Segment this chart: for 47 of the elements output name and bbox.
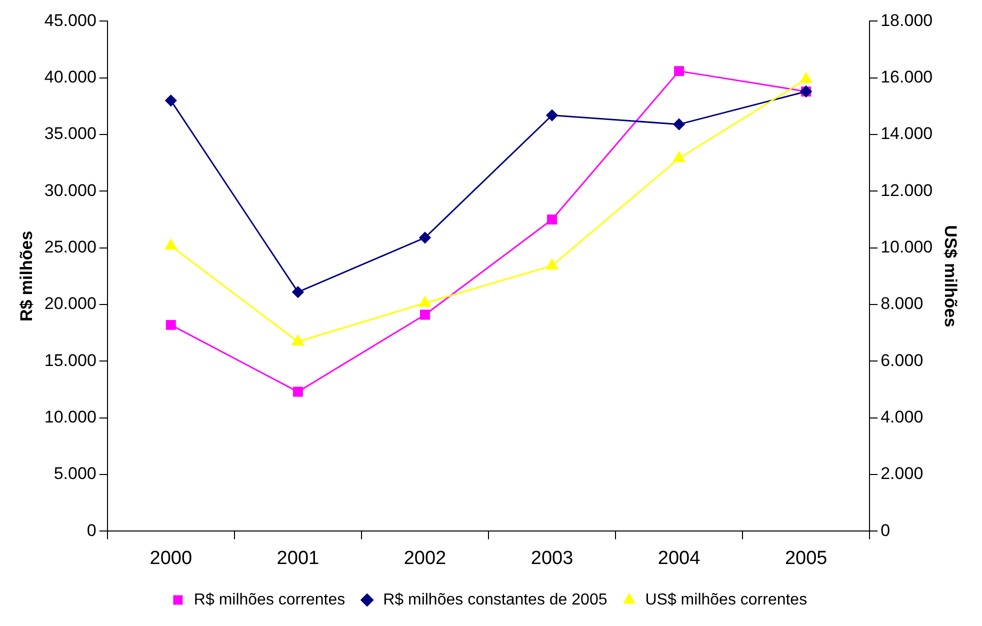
x-tick-label: 2002 bbox=[404, 548, 446, 569]
point bbox=[673, 118, 685, 130]
point bbox=[292, 386, 303, 397]
y2-tick-label: 12.000 bbox=[880, 180, 933, 200]
y-tick-label: 35.000 bbox=[44, 124, 96, 144]
y-tick-label: 45.000 bbox=[44, 10, 96, 30]
y-tick-label: 30.000 bbox=[44, 180, 96, 200]
point bbox=[165, 94, 177, 106]
point bbox=[546, 258, 558, 270]
legend-label: US$ milhões correntes bbox=[645, 591, 808, 608]
y-axis-title: R$ milhões bbox=[16, 230, 36, 322]
y2-axis-title: US$ milhões bbox=[941, 225, 960, 328]
legend-label: R$ milhões constantes de 2005 bbox=[383, 591, 608, 608]
point bbox=[547, 214, 558, 225]
point bbox=[419, 232, 431, 244]
y-tick-label: 25.000 bbox=[44, 238, 96, 257]
point bbox=[292, 286, 304, 298]
y2-tick-label: 18.000 bbox=[880, 10, 933, 30]
y2-tick-label: 8.000 bbox=[880, 294, 924, 314]
y2-tick-label: 16.000 bbox=[880, 68, 933, 87]
point bbox=[546, 110, 558, 122]
x-tick-label: 2000 bbox=[150, 548, 192, 569]
point bbox=[420, 310, 430, 320]
y2-tick-label: 2.000 bbox=[880, 464, 924, 484]
y-tick-label: 15.000 bbox=[44, 350, 96, 370]
point bbox=[292, 334, 304, 346]
y2-tick-label: 10.000 bbox=[880, 238, 933, 257]
x-tick-label: 2003 bbox=[530, 548, 574, 569]
y2-tick-label: 4.000 bbox=[880, 408, 924, 427]
y2-tick-label: 14.000 bbox=[880, 124, 933, 144]
y-tick-label: 40.000 bbox=[44, 68, 96, 87]
x-tick-label: 2001 bbox=[276, 548, 320, 569]
point bbox=[164, 239, 177, 250]
y-tick-label: 5.000 bbox=[54, 464, 96, 484]
point bbox=[419, 296, 431, 307]
y2-tick-label: 0 bbox=[880, 520, 890, 540]
x-tick-label: 2004 bbox=[658, 548, 701, 569]
y-tick-label: 0 bbox=[86, 520, 96, 540]
y-tick-label: 20.000 bbox=[44, 294, 96, 314]
y2-tick-label: 6.000 bbox=[880, 350, 924, 370]
point bbox=[166, 320, 176, 330]
point bbox=[673, 152, 685, 162]
point bbox=[674, 66, 684, 76]
legend-label: R$ milhões correntes bbox=[194, 591, 346, 608]
x-tick-label: 2005 bbox=[784, 548, 828, 569]
point bbox=[800, 72, 812, 84]
y-tick-label: 10.000 bbox=[44, 408, 96, 427]
